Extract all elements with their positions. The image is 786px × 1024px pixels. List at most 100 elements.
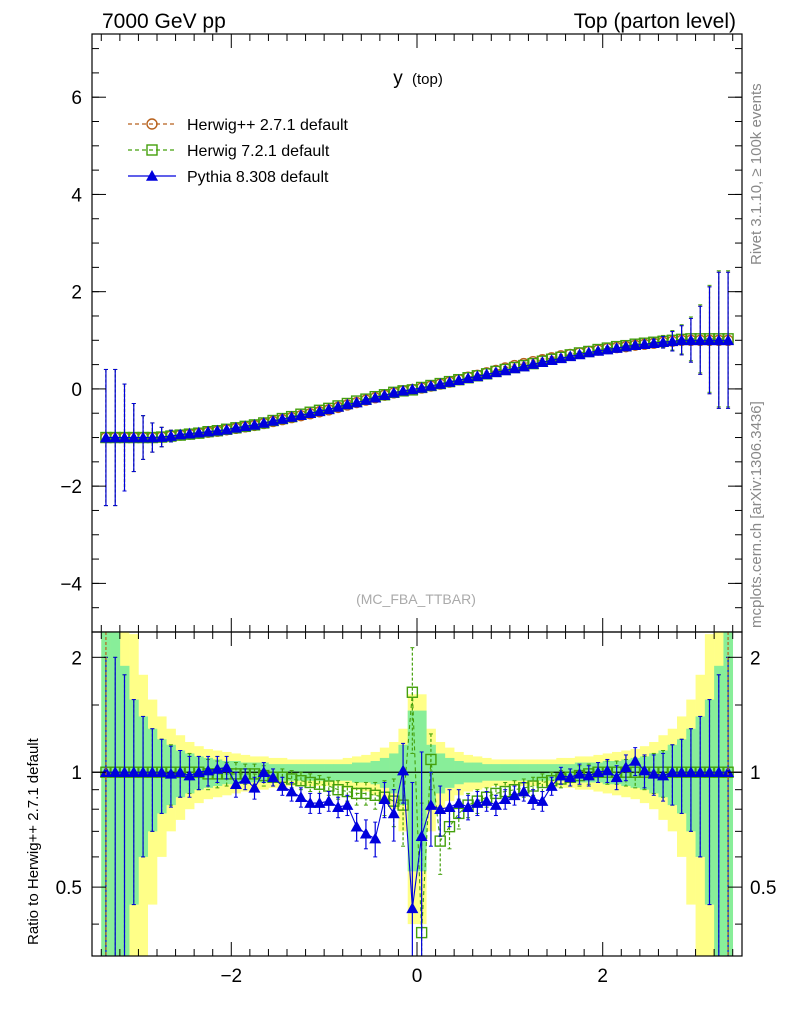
- legend-label: Pythia 8.308 default: [187, 169, 329, 186]
- main-point: [220, 423, 233, 435]
- main-ytick-label: 4: [71, 185, 82, 206]
- main-point: [619, 340, 632, 352]
- ratio-point: [573, 767, 586, 779]
- ratio-point: [434, 803, 447, 815]
- legend-marker: [146, 170, 158, 181]
- main-point: [434, 378, 447, 389]
- main-point: [229, 421, 242, 433]
- ratio-point: [369, 832, 382, 844]
- ratio-point: [397, 764, 410, 776]
- ratio-point: [387, 807, 400, 819]
- legend-marker: [146, 118, 158, 130]
- ratio-point: [462, 801, 475, 812]
- legend-label: Herwig 7.2.1 default: [187, 143, 330, 160]
- ratio-point: [582, 769, 595, 781]
- main-point: [666, 335, 679, 347]
- ratio-point: [517, 785, 530, 797]
- ratio-point: [99, 766, 112, 778]
- ratio-point: [118, 766, 131, 778]
- main-point: [517, 360, 530, 372]
- ratio-point: [722, 766, 735, 778]
- main-point: [294, 409, 307, 420]
- main-point: [174, 428, 187, 440]
- ratio-point: [295, 775, 307, 787]
- main-ytick-label: 2: [71, 283, 82, 304]
- ratio-point: [610, 771, 623, 783]
- main-point: [322, 403, 335, 415]
- ratio-xtick-label: 2: [597, 966, 608, 987]
- ratio-point: [127, 766, 140, 778]
- ratio-point: [304, 797, 317, 808]
- ratio-point: [174, 766, 187, 778]
- main-axes: −4 −2 0 2 4 6: [60, 33, 743, 633]
- main-point: [629, 339, 642, 350]
- main-point: [387, 386, 400, 398]
- main-point: [452, 374, 465, 385]
- ratio-point: [638, 764, 651, 776]
- rivet-label: Rivet 3.1.10, ≥ 100k events: [748, 83, 765, 265]
- ratio-point: [322, 795, 335, 806]
- main-point: [675, 334, 688, 346]
- main-point: [684, 334, 697, 346]
- main-point: [545, 354, 558, 366]
- ratio-point: [406, 686, 419, 698]
- main-point: [536, 356, 549, 367]
- main-point: [489, 366, 502, 378]
- ratio-point: [452, 797, 465, 808]
- ratio-point: [527, 793, 540, 804]
- ratio-band-green: [435, 753, 446, 794]
- watermark: (MC_FBA_TTBAR): [356, 591, 476, 607]
- main-point: [694, 334, 707, 346]
- main-point: [712, 334, 725, 346]
- main-point: [183, 427, 196, 439]
- main-point: [443, 376, 456, 387]
- ratio-y-axis-label: Ratio to Herwig++ 2.7.1 default: [25, 737, 42, 945]
- main-point: [582, 346, 595, 358]
- main-plot-panel: −4 −2 0 2 4 6 y (top) (MC_FBA_TTBAR) Herwig++…: [60, 33, 743, 633]
- ratio-point: [350, 820, 363, 832]
- main-point: [146, 431, 159, 443]
- ratio-point: [629, 755, 642, 766]
- ratio-point: [257, 766, 270, 778]
- ratio-point: [694, 766, 707, 778]
- main-point: [304, 407, 317, 419]
- ratio-point: [285, 785, 298, 797]
- ratio-point: [359, 827, 372, 839]
- main-point: [527, 358, 540, 369]
- main-point: [638, 338, 651, 349]
- main-point: [99, 431, 112, 443]
- main-point: [592, 344, 605, 356]
- ratio-point: [220, 761, 233, 773]
- main-point: [332, 400, 345, 412]
- ratio-band-green: [379, 757, 390, 788]
- main-point: [350, 396, 363, 408]
- ratio-point: [601, 764, 614, 776]
- main-point: [164, 430, 177, 441]
- ratio-ytick-label: 1: [71, 763, 82, 784]
- ratio-ytick-label-right: 1: [750, 763, 761, 784]
- ratio-point: [294, 791, 307, 803]
- ratio-ytick-label-right: 2: [750, 648, 761, 669]
- ratio-point: [536, 795, 549, 806]
- main-point: [313, 405, 326, 417]
- ratio-plot-panel: 0.5 0.5 1 1 2 2 −2 0 2: [56, 631, 776, 987]
- main-point: [508, 362, 521, 374]
- ratio-line: [105, 692, 729, 933]
- main-point: [109, 431, 122, 443]
- ratio-point: [276, 780, 289, 791]
- main-point: [406, 383, 419, 395]
- ratio-point: [443, 801, 456, 812]
- ratio-data-marks: [99, 632, 735, 957]
- ratio-point: [480, 795, 493, 806]
- ratio-point: [267, 771, 280, 783]
- ratio-point: [499, 793, 512, 804]
- ratio-point: [146, 766, 159, 778]
- ratio-point: [137, 766, 150, 778]
- main-data-marks: [99, 270, 735, 507]
- ratio-point: [192, 766, 205, 778]
- main-point: [257, 416, 270, 428]
- ratio-point: [712, 766, 725, 778]
- ratio-point: [647, 767, 660, 779]
- main-point: [118, 431, 131, 443]
- main-point: [610, 342, 623, 353]
